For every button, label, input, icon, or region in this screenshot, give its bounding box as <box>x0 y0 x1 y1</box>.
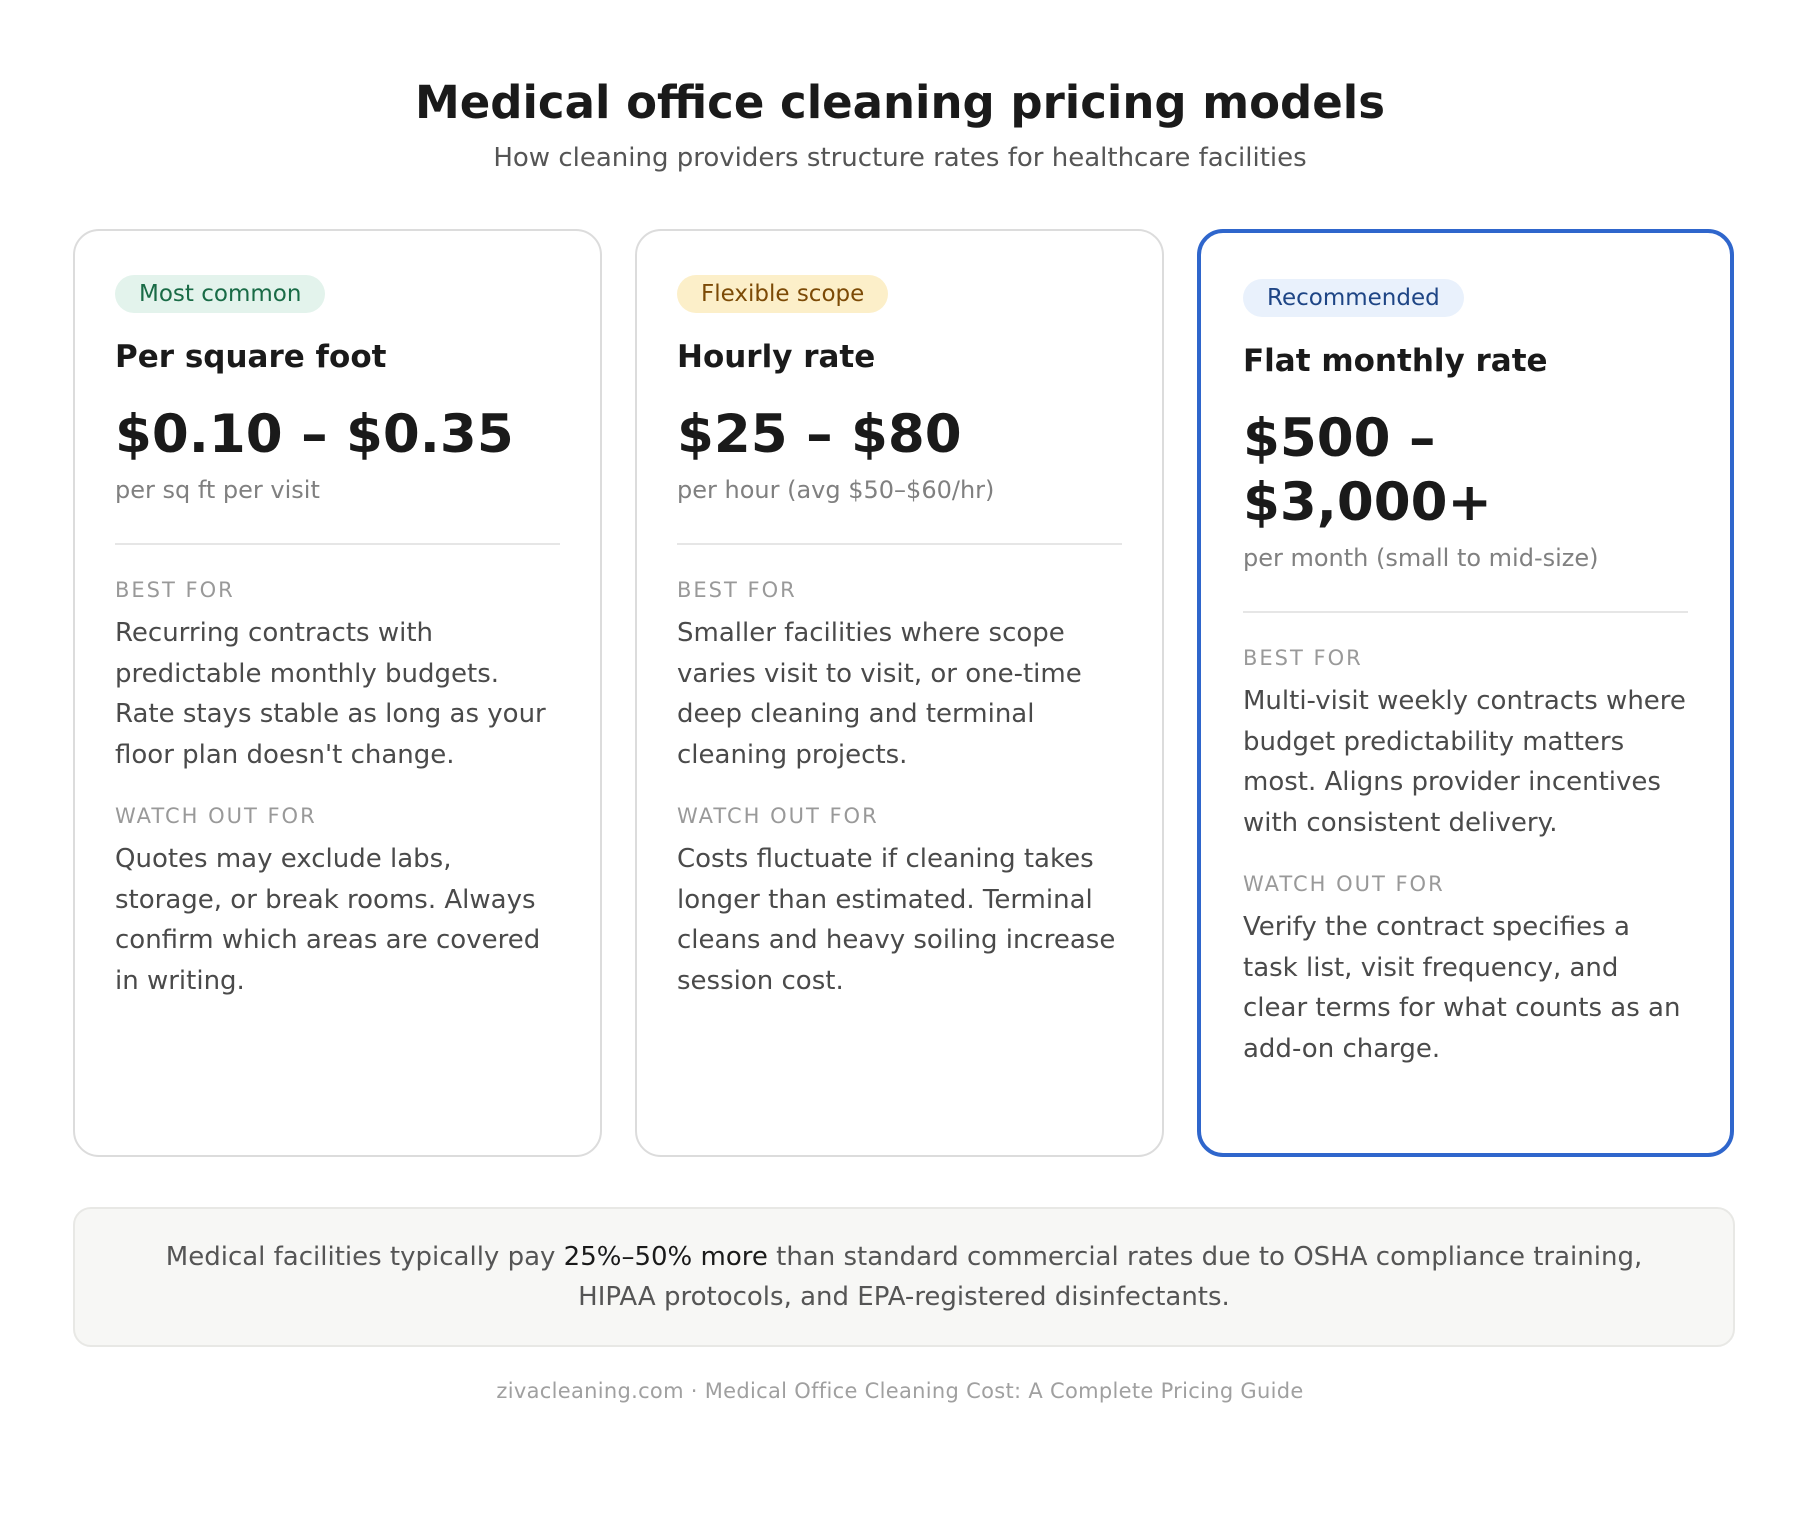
pricing-note-box: Medical facilities typically pay 25%–50%… <box>73 1207 1735 1347</box>
price-range: $500 – $3,000+ <box>1243 408 1492 533</box>
best-for-label: BEST FOR <box>1243 646 1363 670</box>
page-header: Medical office cleaning pricing models H… <box>0 72 1800 176</box>
card-title: Per square foot <box>115 339 387 375</box>
card-divider <box>677 543 1122 545</box>
best-for-label: BEST FOR <box>677 578 797 602</box>
best-for-text: Recurring contracts with predictable mon… <box>115 618 546 770</box>
pricing-note-suffix: than standard commercial rates due to OS… <box>578 1242 1643 1312</box>
source-footer: zivacleaning.com · Medical Office Cleani… <box>496 1379 1304 1403</box>
pricing-card-per-square-foot: Most common Per square foot $0.10 – $0.3… <box>73 229 602 1157</box>
card-divider <box>115 543 560 545</box>
pricing-note: Medical facilities typically pay 25%–50%… <box>135 1237 1673 1317</box>
price-note: per month (small to mid-size) <box>1243 544 1599 572</box>
watch-out-label: WATCH OUT FOR <box>115 804 317 828</box>
badge-recommended: Recommended <box>1243 279 1464 317</box>
card-title: Hourly rate <box>677 339 876 375</box>
badge-most-common: Most common <box>115 275 326 313</box>
pricing-card-hourly-rate: Flexible scope Hourly rate $25 – $80 per… <box>635 229 1164 1157</box>
pricing-card-flat-monthly-rate: Recommended Flat monthly rate $500 – $3,… <box>1197 229 1734 1157</box>
watch-out-label: WATCH OUT FOR <box>1243 872 1445 896</box>
watch-out-text: Verify the contract specifies a task lis… <box>1243 912 1681 1064</box>
card-divider <box>1243 611 1688 613</box>
watch-out-text: Costs fluctuate if cleaning takes longer… <box>677 844 1116 996</box>
price-range: $0.10 – $0.35 <box>115 404 514 465</box>
page-title: Medical office cleaning pricing models <box>415 76 1385 129</box>
price-note: per hour (avg $50–$60/hr) <box>677 476 995 504</box>
best-for-label: BEST FOR <box>115 578 235 602</box>
card-title: Flat monthly rate <box>1243 343 1548 379</box>
price-note: per sq ft per visit <box>115 476 320 504</box>
pricing-note-prefix: Medical facilities typically pay <box>165 1242 564 1272</box>
best-for-text: Multi-visit weekly contracts where budge… <box>1243 686 1686 838</box>
badge-flexible-scope: Flexible scope <box>677 275 889 313</box>
watch-out-text: Quotes may exclude labs, storage, or bre… <box>115 844 541 996</box>
price-range: $25 – $80 <box>677 404 962 465</box>
pricing-cards: Most common Per square foot $0.10 – $0.3… <box>73 229 1734 1157</box>
page-subtitle: How cleaning providers structure rates f… <box>493 143 1307 173</box>
pricing-note-highlight: 25%–50% more <box>563 1242 768 1272</box>
watch-out-label: WATCH OUT FOR <box>677 804 879 828</box>
best-for-text: Smaller facilities where scope varies vi… <box>677 618 1082 770</box>
